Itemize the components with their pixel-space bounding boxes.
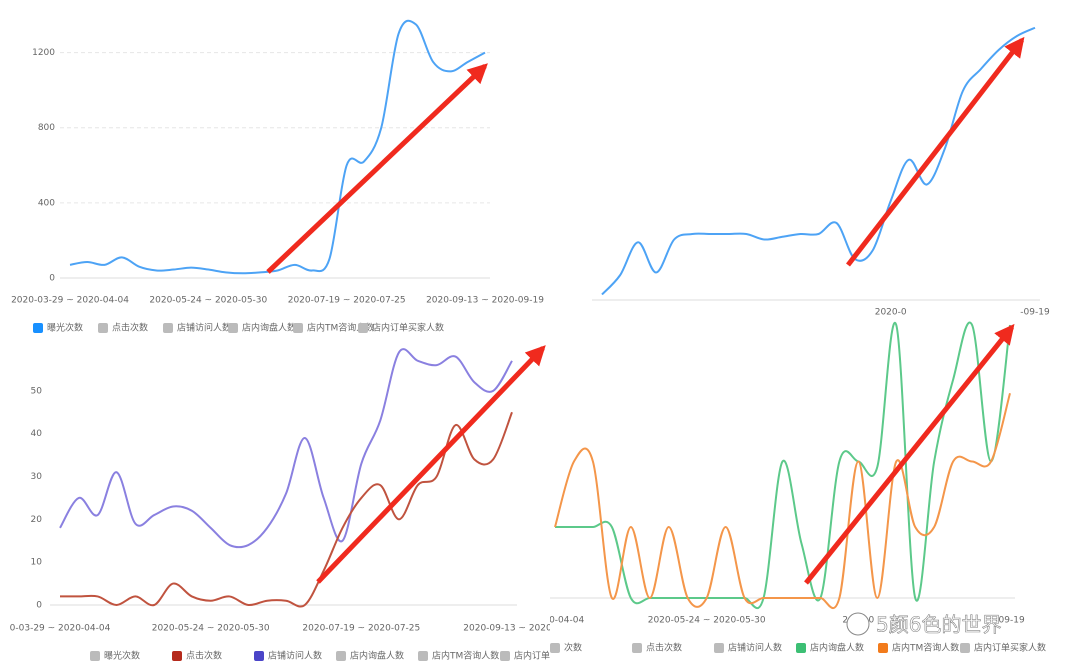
x-tick-label: -09-19 [1020, 308, 1050, 318]
legend-label: 点击次数 [112, 322, 148, 334]
x-tick-label: 2020-09-13 ~ 2020-09-19 [426, 296, 544, 306]
arrow [266, 63, 488, 274]
legend-swatch [500, 651, 510, 661]
arrows [266, 36, 1025, 585]
legend-label: 曝光次数 [104, 650, 140, 662]
line [554, 321, 1011, 609]
x-tick-label: 2020-07-19 ~ 2020-07-25 [302, 624, 420, 634]
legend-label: 点击次数 [646, 642, 682, 654]
legend-swatch [98, 323, 108, 333]
y-tick-label: 1200 [32, 48, 55, 58]
legend-label: 店内订单买家人数 [514, 650, 586, 662]
legend-label: 次数 [564, 642, 582, 654]
legend-swatch [796, 643, 806, 653]
y-tick-label: 0 [49, 274, 55, 284]
legend-swatch [632, 643, 642, 653]
legend-swatch [960, 643, 970, 653]
watermark: 5颜6色的世界 [846, 612, 1002, 637]
legend-swatch [163, 323, 173, 333]
line [554, 392, 1011, 609]
line [60, 411, 513, 608]
legend-swatch [228, 323, 238, 333]
legend-label: 店铺访问人数 [728, 642, 782, 654]
x-tick-label: -09-19 [995, 616, 1025, 626]
watermark-text: 5颜6色的世界 [876, 613, 1001, 637]
legend-label: 曝光次数 [47, 322, 83, 334]
legend-label: 店内订单买家人数 [974, 642, 1046, 654]
legend-label: 店铺访问人数 [268, 650, 322, 662]
y-tick-label: 0 [36, 601, 42, 611]
y-tick-label: 400 [38, 198, 55, 208]
legend-label: 店内TM咨询人数 [432, 650, 499, 662]
line [59, 348, 513, 549]
y-tick-label: 30 [31, 472, 43, 482]
x-tick-label: 0-03-29 ~ 2020-04-04 [10, 624, 111, 634]
legend-label: 点击次数 [186, 650, 222, 662]
legend-swatch [358, 323, 368, 333]
x-tick-label: 2020-03-29 ~ 2020-04-04 [11, 296, 129, 306]
legend-swatch [418, 651, 428, 661]
x-tick-label: 2020-05-24 ~ 2020-05-30 [152, 624, 270, 634]
x-tick-label: 2020-09-13 ~ 2020-0 [463, 624, 561, 634]
y-tick-label: 800 [38, 123, 55, 133]
legend-swatch [90, 651, 100, 661]
line [601, 26, 1036, 296]
legend-swatch [878, 643, 888, 653]
legend-label: 店内TM咨询人数 [892, 642, 959, 654]
legend-swatch [336, 651, 346, 661]
legend-label: 店内询盘人数 [350, 650, 404, 662]
line [69, 19, 486, 275]
legend-swatch [172, 651, 182, 661]
chart: 0 400 800 1200 2020-03-29 ~ 2020-04-04 2020-0… [11, 19, 544, 334]
arrow [804, 323, 1015, 585]
legend-label: 店铺访问人数 [177, 322, 231, 334]
y-tick-label: 50 [31, 386, 43, 396]
y-tick-label: 40 [31, 429, 43, 439]
legend-swatch [33, 323, 43, 333]
legend-swatch [293, 323, 303, 333]
legend-label: 店内TM咨询人数 [307, 322, 374, 334]
arrow [846, 36, 1025, 267]
legend-swatch [254, 651, 264, 661]
x-tick-label: 2020-05-24 ~ 2020-05-30 [149, 296, 267, 306]
legend-swatch [550, 643, 560, 653]
x-tick-label: 2020-07-19 ~ 2020-07-25 [288, 296, 406, 306]
chart: 0 10 20 30 40 50 0-03-29 ~ 2020-04-04 2020-05-2… [10, 348, 586, 662]
x-tick-label: 2020-05-24 ~ 2020-05-30 [648, 616, 766, 626]
legend-label: 店内询盘人数 [810, 642, 864, 654]
y-tick-label: 20 [31, 515, 43, 525]
arrow [316, 345, 546, 584]
legend-label: 店内订单买家人数 [372, 322, 444, 334]
watermark-icon [846, 612, 870, 636]
legend-swatch [714, 643, 724, 653]
chart: 2020-0 -09-19 [592, 26, 1050, 318]
y-tick-label: 10 [31, 558, 43, 568]
x-tick-label: 2020-0 [875, 308, 907, 318]
x-tick-label: - 2020-04-04 [526, 616, 585, 626]
legend-label: 店内询盘人数 [242, 322, 296, 334]
